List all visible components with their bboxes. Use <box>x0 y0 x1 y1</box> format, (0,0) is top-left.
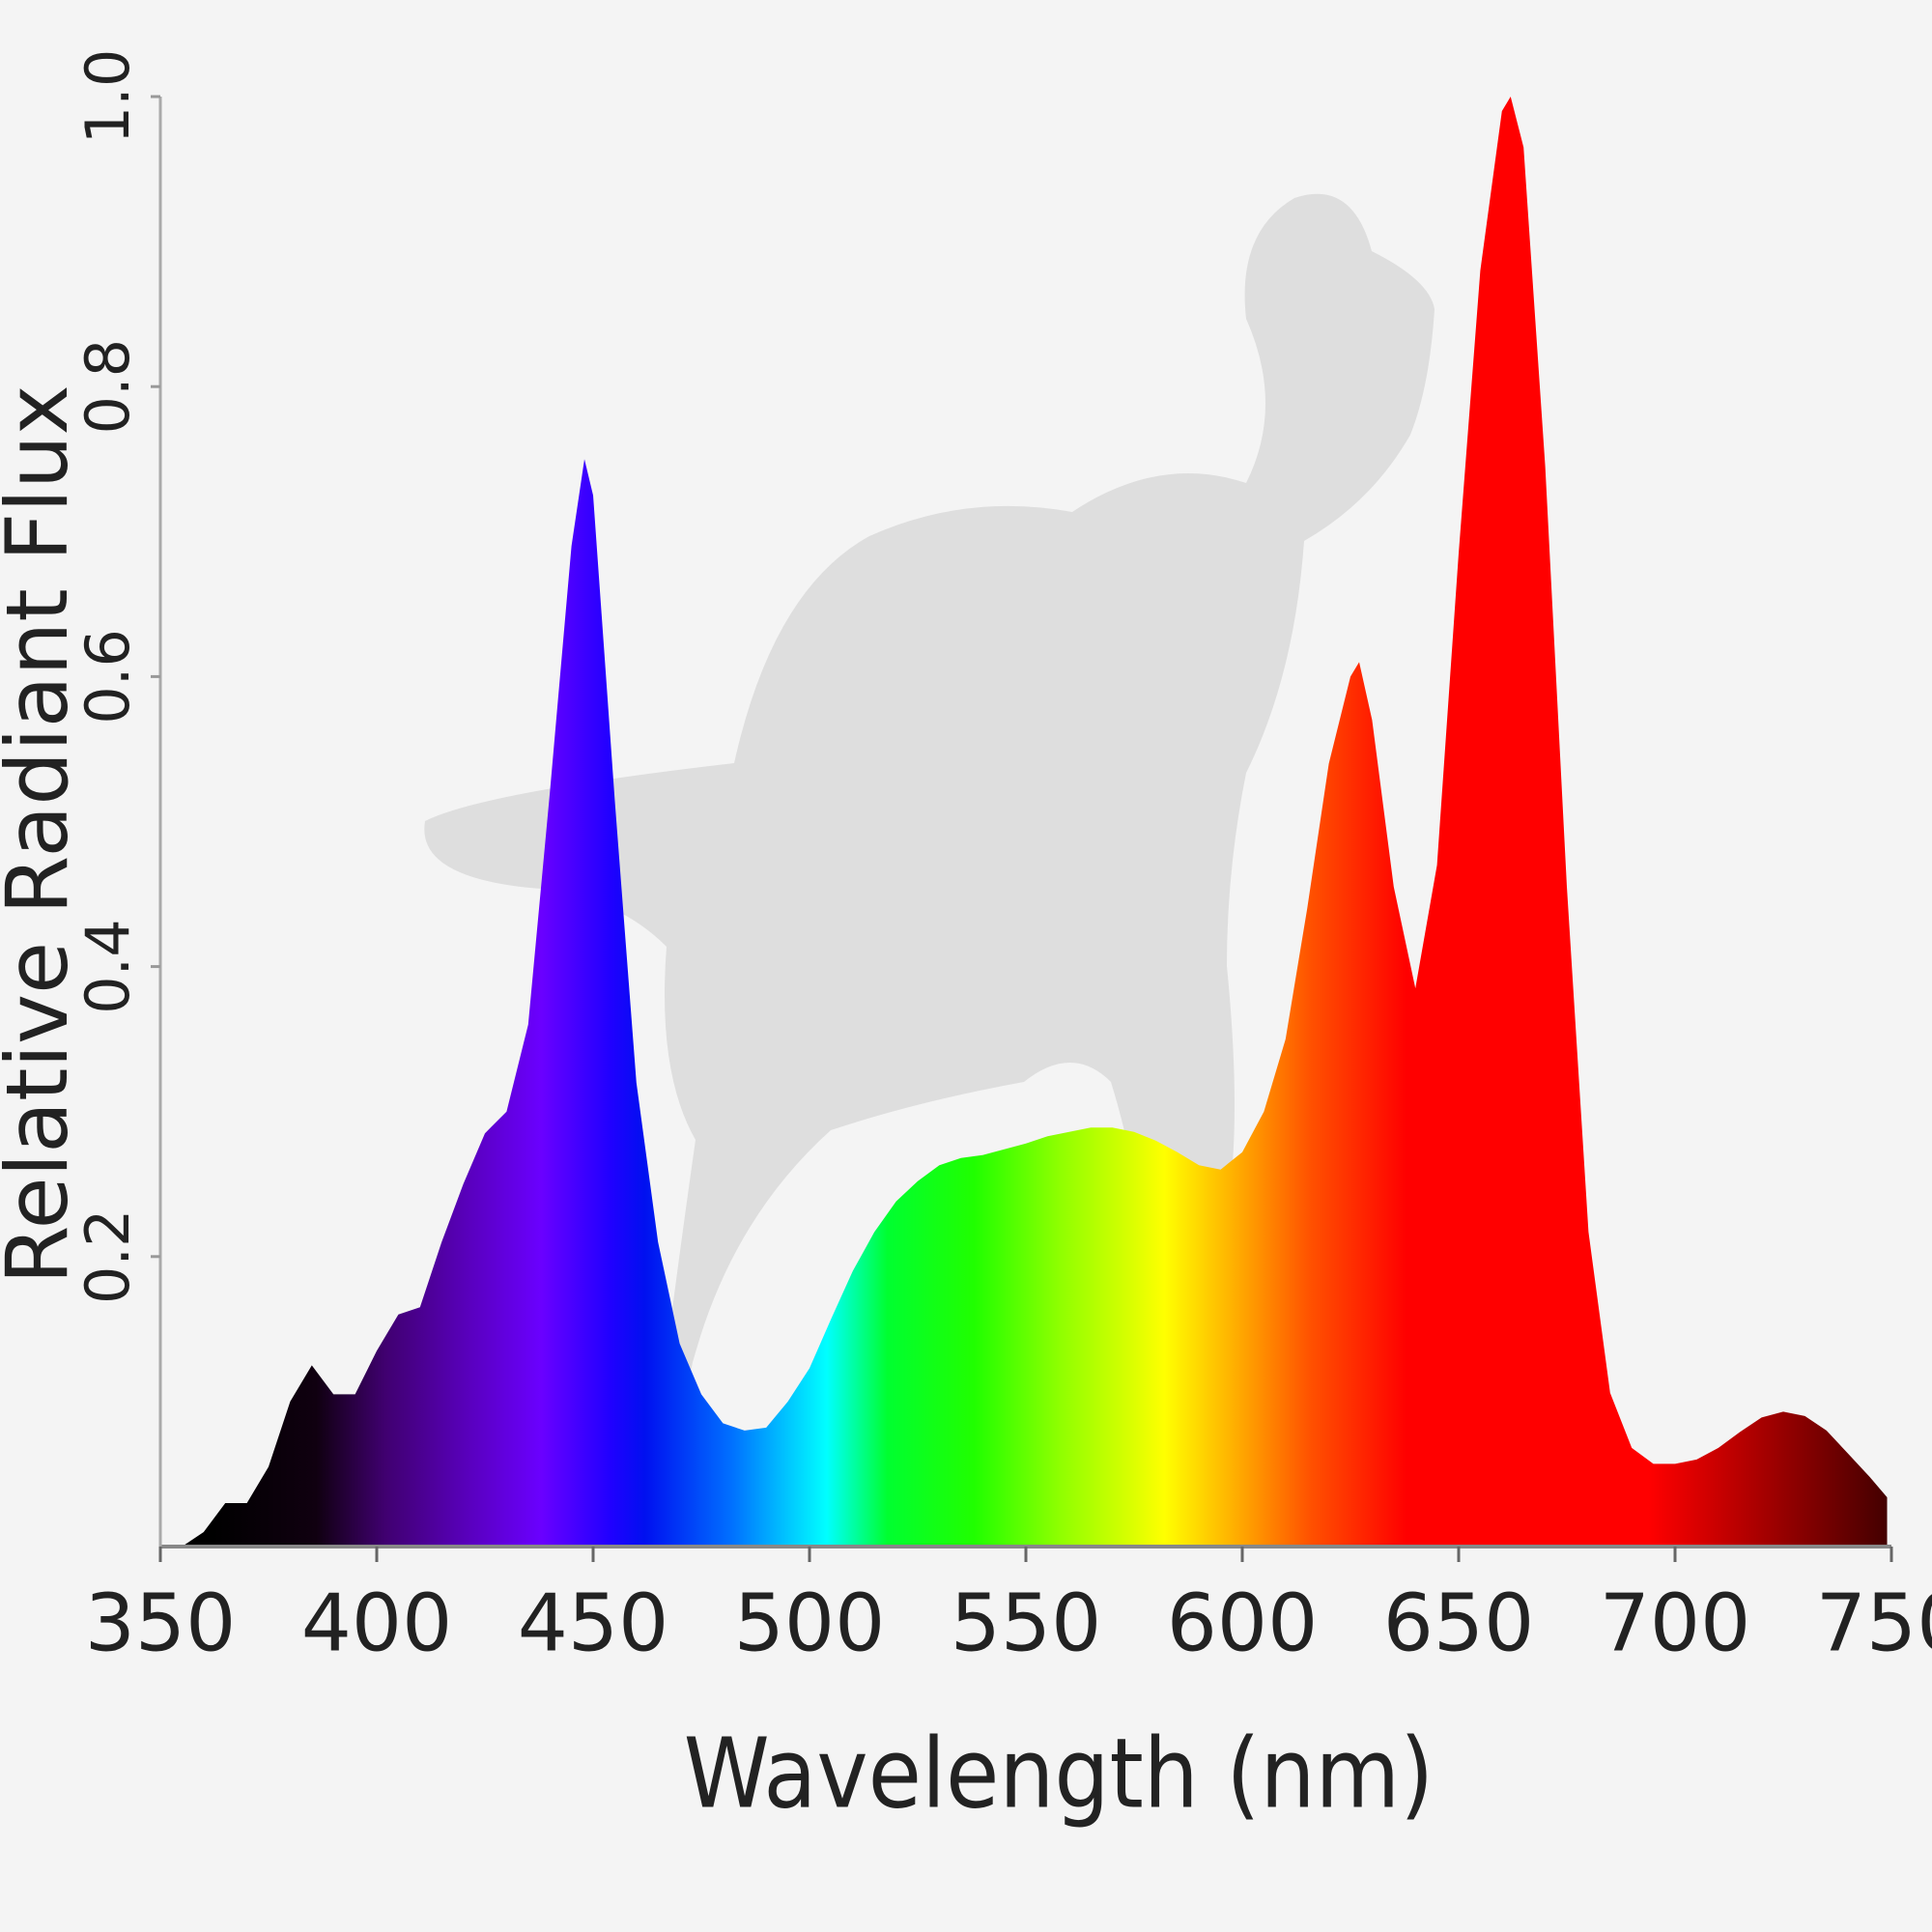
x-tick-label: 600 <box>1167 1577 1319 1669</box>
y-axis-title: Relative Radiant Flux <box>0 384 87 1284</box>
y-tick-label: 0.6 <box>72 629 143 724</box>
y-tick-label: 0.4 <box>72 919 143 1014</box>
spectrum-area <box>182 97 1888 1547</box>
y-tick-label: 0.2 <box>72 1208 143 1304</box>
x-tick-label: 500 <box>734 1577 886 1669</box>
x-tick-label: 650 <box>1383 1577 1535 1669</box>
y-tick-label: 1.0 <box>72 49 143 145</box>
x-tick-label: 400 <box>301 1577 453 1669</box>
x-tick-label: 750 <box>1816 1577 1932 1669</box>
y-tick-label: 0.8 <box>72 339 143 435</box>
x-tick-label: 450 <box>518 1577 669 1669</box>
x-tick-label: 700 <box>1600 1577 1751 1669</box>
x-tick-label: 350 <box>85 1577 237 1669</box>
x-axis-title: Wavelength (nm) <box>684 1717 1435 1830</box>
x-tick-label: 550 <box>951 1577 1102 1669</box>
